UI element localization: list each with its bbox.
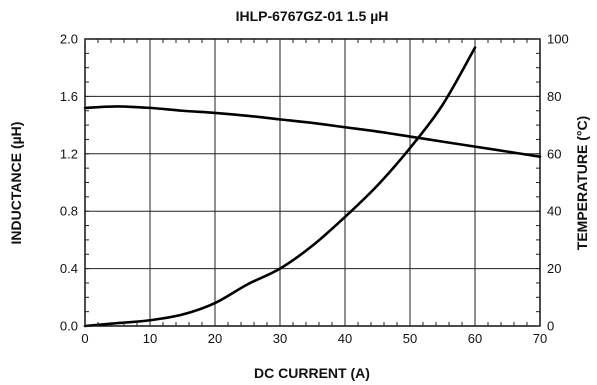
y-left-tick-label: 1.6 xyxy=(60,89,78,104)
plot-frame xyxy=(84,38,541,327)
y-right-tick-label: 60 xyxy=(547,146,561,161)
y-left-tick-label: 1.2 xyxy=(60,146,78,161)
x-tick-label: 50 xyxy=(403,331,417,346)
y-axis-left-label: INDUCTANCE (µH) xyxy=(8,122,24,245)
x-axis-label: DC CURRENT (A) xyxy=(254,365,370,381)
temperature-curve xyxy=(83,46,477,328)
y-left-tick-label: 0.4 xyxy=(60,261,78,276)
y-left-tick-label: 0.0 xyxy=(60,319,78,334)
y-right-tick-label: 0 xyxy=(547,319,554,334)
inductance-curve xyxy=(83,105,542,158)
y-left-tick-label: 0.8 xyxy=(60,204,78,219)
grid-layer xyxy=(85,39,540,326)
x-tick-label: 20 xyxy=(208,331,222,346)
x-tick-label: 40 xyxy=(338,331,352,346)
y-axis-right-label: TEMPERATURE (°C) xyxy=(574,116,590,250)
chart-title: IHLP-6767GZ-01 1.5 µH xyxy=(236,8,389,24)
series-layer xyxy=(83,46,542,328)
x-tick-label: 30 xyxy=(273,331,287,346)
x-tick-label: 70 xyxy=(533,331,547,346)
x-tick-label: 60 xyxy=(468,331,482,346)
x-tick-label: 10 xyxy=(143,331,157,346)
x-tick-label: 0 xyxy=(81,331,88,346)
y-right-tick-label: 80 xyxy=(547,89,561,104)
y-right-tick-label: 100 xyxy=(547,32,569,47)
tick-layer: 0 10 20 30 40 50 60 70 0.0 0.4 0.8 1.2 1.6 2.0 0 20 40 60… xyxy=(60,32,569,347)
y-left-tick-label: 2.0 xyxy=(60,32,78,47)
y-right-tick-label: 40 xyxy=(547,204,561,219)
y-right-tick-label: 20 xyxy=(547,261,561,276)
